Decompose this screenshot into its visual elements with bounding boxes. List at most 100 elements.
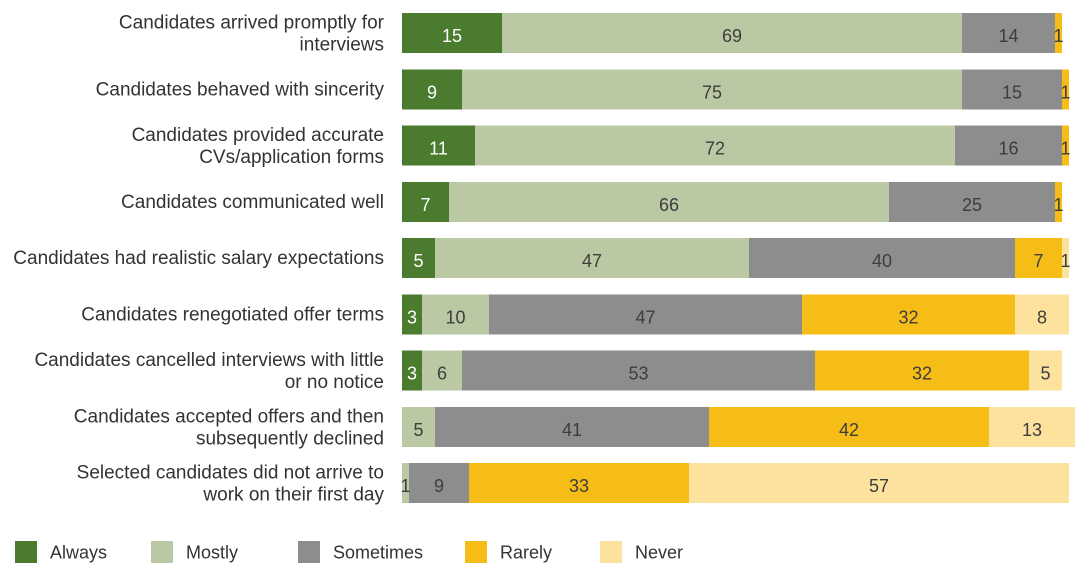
legend-label-rarely: Rarely bbox=[500, 542, 552, 562]
value-label-never: 5 bbox=[1040, 364, 1050, 384]
bar-segment-always bbox=[402, 69, 462, 110]
value-label-sometimes: 25 bbox=[962, 195, 982, 215]
value-labels: 15 69 14 19 75 15 111 72 16 17 66 25 15 47 40 7 13 10 47 32… bbox=[400, 26, 1070, 496]
value-label-mostly: 1 bbox=[400, 476, 410, 496]
value-label-mostly: 72 bbox=[705, 139, 725, 159]
value-label-mostly: 10 bbox=[445, 307, 465, 327]
bar-segment-rarely bbox=[1062, 125, 1069, 166]
bar-row bbox=[402, 238, 1069, 278]
legend-label-always: Always bbox=[50, 542, 107, 562]
bar-segment-sometimes bbox=[962, 13, 1055, 53]
category-label: Selected candidates did not arrive to wo… bbox=[77, 463, 385, 506]
value-label-sometimes: 40 bbox=[872, 251, 892, 271]
bar-segment-mostly bbox=[475, 125, 955, 166]
bar-segment-mostly bbox=[402, 463, 409, 503]
category-label-line: work on their first day bbox=[198, 485, 384, 506]
category-axis-labels: Candidates arrived promptly for intervie… bbox=[13, 13, 384, 506]
bar-segment-rarely bbox=[1055, 13, 1062, 53]
bar-segment-rarely bbox=[709, 406, 989, 447]
legend-item-mostly: Mostly bbox=[151, 541, 238, 563]
legend: Always Mostly Sometimes Rarely Never bbox=[15, 541, 683, 563]
legend-label-sometimes: Sometimes bbox=[333, 542, 423, 562]
value-label-sometimes: 47 bbox=[635, 307, 655, 327]
value-label-rarely: 1 bbox=[1060, 82, 1070, 102]
value-label-mostly: 69 bbox=[722, 26, 742, 46]
value-label-never: 8 bbox=[1037, 307, 1047, 327]
bar-segment-never bbox=[689, 463, 1069, 503]
legend-label-mostly: Mostly bbox=[186, 542, 238, 562]
bar-row bbox=[402, 463, 1069, 503]
bar-segment-sometimes bbox=[409, 463, 469, 503]
category-label: Candidates arrived promptly for intervie… bbox=[119, 13, 385, 56]
bar-segment-sometimes bbox=[889, 181, 1055, 222]
value-label-rarely: 32 bbox=[898, 307, 918, 327]
category-label-line: Candidates arrived promptly for bbox=[119, 13, 385, 34]
legend-swatch-rarely bbox=[465, 541, 487, 563]
value-label-rarely: 1 bbox=[1053, 195, 1063, 215]
value-label-rarely: 1 bbox=[1053, 26, 1063, 46]
category-label-line: Candidates provided accurate bbox=[132, 125, 384, 146]
bar-segment-mostly bbox=[422, 350, 462, 391]
bar-segment-never bbox=[1029, 350, 1062, 391]
value-label-mostly: 66 bbox=[659, 195, 679, 215]
category-label: Candidates had realistic salary expectat… bbox=[13, 248, 384, 269]
legend-swatch-sometimes bbox=[298, 541, 320, 563]
category-label: Candidates cancelled interviews with lit… bbox=[34, 350, 384, 393]
bar-segment-sometimes bbox=[749, 238, 1015, 278]
bar-segment-never bbox=[1015, 294, 1069, 335]
bar-segment-rarely bbox=[469, 463, 689, 503]
bar-segment-mostly bbox=[422, 294, 489, 335]
category-label-line: Candidates cancelled interviews with lit… bbox=[34, 350, 384, 371]
value-label-always: 9 bbox=[427, 82, 437, 102]
bar-row bbox=[402, 69, 1069, 110]
bar-segment-rarely bbox=[1062, 69, 1069, 110]
value-label-sometimes: 41 bbox=[562, 420, 582, 440]
value-label-never: 57 bbox=[869, 476, 889, 496]
value-label-never: 13 bbox=[1022, 420, 1042, 440]
bar-segment-rarely bbox=[815, 350, 1029, 391]
legend-label-never: Never bbox=[635, 542, 683, 562]
bar-segment-always bbox=[402, 238, 435, 278]
bar-row bbox=[402, 125, 1069, 166]
bar-row bbox=[402, 350, 1062, 391]
bar-segment-mostly bbox=[402, 406, 435, 447]
legend-swatch-never bbox=[600, 541, 622, 563]
bar-segment-always bbox=[402, 350, 422, 391]
value-label-sometimes: 9 bbox=[434, 476, 444, 496]
category-label-line: CVs/application forms bbox=[194, 147, 384, 168]
bar-segment-mostly bbox=[435, 238, 749, 278]
bar-segment-always bbox=[402, 294, 422, 335]
bar-segment-mostly bbox=[462, 69, 962, 110]
value-label-mostly: 47 bbox=[582, 251, 602, 271]
bar-segment-never bbox=[989, 406, 1075, 447]
value-label-always: 15 bbox=[442, 26, 462, 46]
value-label-rarely: 1 bbox=[1060, 139, 1070, 159]
value-label-sometimes: 53 bbox=[628, 364, 648, 384]
bar-segment-never bbox=[1062, 238, 1069, 278]
bar-segment-rarely bbox=[1015, 238, 1062, 278]
value-label-rarely: 32 bbox=[912, 364, 932, 384]
legend-swatch-mostly bbox=[151, 541, 173, 563]
bar-segment-always bbox=[402, 181, 449, 222]
category-label-line: Candidates accepted offers and then bbox=[74, 406, 384, 427]
value-label-sometimes: 16 bbox=[998, 139, 1018, 159]
bar-segment-sometimes bbox=[435, 406, 709, 447]
category-label: Candidates accepted offers and then subs… bbox=[74, 406, 384, 449]
value-label-rarely: 33 bbox=[569, 476, 589, 496]
category-label: Candidates renegotiated offer terms bbox=[81, 304, 384, 325]
category-label-line: or no notice bbox=[279, 372, 384, 393]
bars bbox=[402, 13, 1075, 503]
bar-segment-always bbox=[402, 125, 475, 166]
bar-segment-sometimes bbox=[955, 125, 1062, 166]
value-label-rarely: 7 bbox=[1033, 251, 1043, 271]
bar-row bbox=[402, 406, 1075, 447]
bar-segment-rarely bbox=[802, 294, 1015, 335]
value-label-rarely: 42 bbox=[839, 420, 859, 440]
bar-row bbox=[402, 294, 1069, 335]
legend-item-rarely: Rarely bbox=[465, 541, 552, 563]
value-label-mostly: 75 bbox=[702, 82, 722, 102]
category-label-line: Selected candidates did not arrive to bbox=[77, 463, 384, 484]
bar-segment-sometimes bbox=[962, 69, 1062, 110]
bar-segment-sometimes bbox=[462, 350, 815, 391]
